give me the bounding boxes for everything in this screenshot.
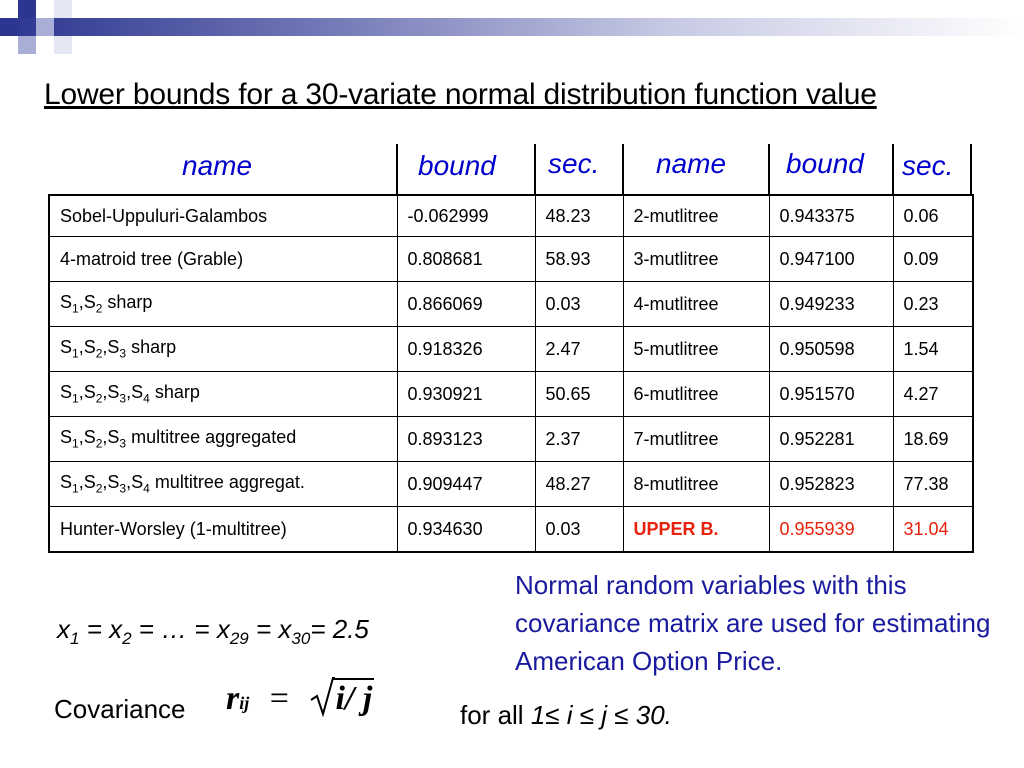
cell-name: 4-matroid tree (Grable) <box>48 236 398 282</box>
cell-name: S1,S2,S3 sharp <box>48 326 398 372</box>
decor-square-3 <box>36 18 54 36</box>
cell-bound-right: 0.951570 <box>768 371 894 417</box>
table-row: S1,S2,S3 sharp 0.918326 2.47 5-mutlitree 0.9… <box>48 326 974 372</box>
formula-r: r <box>226 680 240 717</box>
cell-sec: 50.65 <box>534 371 624 417</box>
cell-name: S1,S2 sharp <box>48 281 398 327</box>
note-text: Normal random variables with this covari… <box>515 570 991 676</box>
cell-bound: 0.893123 <box>396 416 536 462</box>
cell-sec: 2.47 <box>534 326 624 372</box>
cell-bound-right: 0.947100 <box>768 236 894 282</box>
decor-square-5 <box>54 0 72 18</box>
cell-sec-right: 1.54 <box>892 326 974 372</box>
header-sec-right: sec. <box>902 150 954 181</box>
cell-name-right: 2-mutlitree <box>622 194 770 237</box>
formula-equals: = <box>269 680 289 717</box>
cell-sec-right: 0.09 <box>892 236 974 282</box>
cell-bound: 0.918326 <box>396 326 536 372</box>
cell-bound-right: 0.949233 <box>768 281 894 327</box>
cell-bound: 0.866069 <box>396 281 536 327</box>
table-row: S1,S2,S3 multitree aggregated 0.893123 2.3… <box>48 416 974 462</box>
cell-bound: 0.934630 <box>396 506 536 553</box>
header-divider <box>622 144 624 196</box>
cell-bound: 0.930921 <box>396 371 536 417</box>
covariance-label: Covariance <box>54 694 186 724</box>
cell-bound: 0.808681 <box>396 236 536 282</box>
header-divider <box>892 144 894 196</box>
mean-equation: x1 = x2 = … = x29 = x30= 2.5 <box>57 614 369 649</box>
table-row: S1,S2 sharp 0.866069 0.03 4-mutlitree 0.9492… <box>48 281 974 327</box>
formula-sqrt: i/ j <box>309 677 375 718</box>
cell-name: Sobel-Uppuluri-Galambos <box>48 194 398 237</box>
decor-square-1 <box>18 0 36 18</box>
forall-text: for all <box>460 700 524 730</box>
header-divider <box>970 144 972 196</box>
table-row: S1,S2,S3,S4 multitree aggregat. 0.909447 4… <box>48 461 974 507</box>
cell-bound: -0.062999 <box>396 194 536 237</box>
cell-bound-right: 0.943375 <box>768 194 894 237</box>
table-row: S1,S2,S3,S4 sharp 0.930921 50.65 6-mutlitre… <box>48 371 974 417</box>
table-row: 4-matroid tree (Grable) 0.808681 58.93 3-mu… <box>48 236 974 282</box>
header-name-left: name <box>182 150 253 181</box>
header-name-right: name <box>656 148 727 179</box>
header-divider <box>768 144 770 196</box>
decor-square-6 <box>54 36 72 54</box>
cell-sec: 0.03 <box>534 506 624 553</box>
cell-bound-right: 0.952281 <box>768 416 894 462</box>
header-divider <box>534 144 536 196</box>
cell-bound-right: 0.952823 <box>768 461 894 507</box>
table-row: Hunter-Worsley (1-multitree) 0.934630 0.03… <box>48 506 974 553</box>
formula-subscript: ij <box>239 693 250 713</box>
cell-sec: 0.03 <box>534 281 624 327</box>
cell-name-right: UPPER B. <box>622 506 770 553</box>
header-bound-left: bound <box>418 150 496 181</box>
sqrt-icon <box>310 677 336 718</box>
decor-square-4 <box>18 36 36 54</box>
cell-sec: 2.37 <box>534 416 624 462</box>
cell-sec-right: 77.38 <box>892 461 974 507</box>
cell-sec: 48.23 <box>534 194 624 237</box>
table-row: Sobel-Uppuluri-Galambos -0.062999 48.23 2-m… <box>48 194 974 237</box>
cell-name: S1,S2,S3,S4 multitree aggregat. <box>48 461 398 507</box>
cell-bound-right: 0.955939 <box>768 506 894 553</box>
cell-sec: 58.93 <box>534 236 624 282</box>
cell-name-right: 4-mutlitree <box>622 281 770 327</box>
header-sec-left: sec. <box>548 148 600 179</box>
cell-bound: 0.909447 <box>396 461 536 507</box>
cell-name: Hunter-Worsley (1-multitree) <box>48 506 398 553</box>
formula-radicand: i/ j <box>333 678 375 717</box>
cell-bound-right: 0.950598 <box>768 326 894 372</box>
cell-name-right: 6-mutlitree <box>622 371 770 417</box>
cell-name: S1,S2,S3 multitree aggregated <box>48 416 398 462</box>
cell-name: S1,S2,S3,S4 sharp <box>48 371 398 417</box>
cell-name-right: 5-mutlitree <box>622 326 770 372</box>
forall-condition: for all 1≤ i ≤ j ≤ 30. <box>460 700 672 731</box>
cell-name-right: 3-mutlitree <box>622 236 770 282</box>
cell-sec-right: 0.06 <box>892 194 974 237</box>
cell-sec-right: 18.69 <box>892 416 974 462</box>
header-bound-right: bound <box>786 148 864 179</box>
cell-sec-right: 0.23 <box>892 281 974 327</box>
decor-square-2 <box>0 18 18 36</box>
forall-range: 1≤ i ≤ j ≤ 30. <box>530 700 672 730</box>
slide-title: Lower bounds for a 30-variate normal dis… <box>44 78 877 111</box>
cell-name-right: 8-mutlitree <box>622 461 770 507</box>
cell-name-right: 7-mutlitree <box>622 416 770 462</box>
header-divider <box>396 144 398 196</box>
cell-sec-right: 4.27 <box>892 371 974 417</box>
bounds-table: Sobel-Uppuluri-Galambos -0.062999 48.23 2-m… <box>48 194 974 553</box>
cell-sec: 48.27 <box>534 461 624 507</box>
cell-sec-right: 31.04 <box>892 506 974 553</box>
covariance-formula: rij = i/ j <box>226 677 375 718</box>
title-decoration-bar <box>0 18 1024 36</box>
